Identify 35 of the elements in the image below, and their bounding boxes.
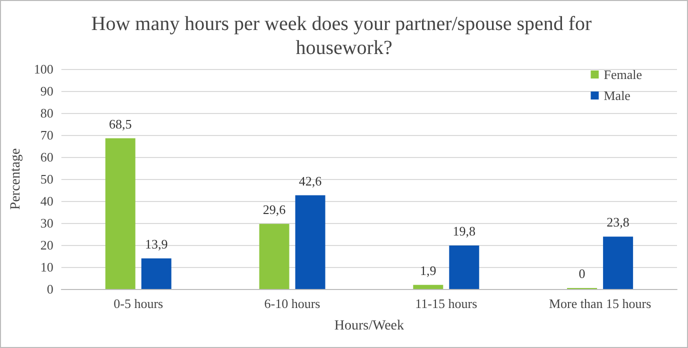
- y-tick-label: 0: [46, 282, 54, 296]
- bar: [413, 284, 444, 289]
- legend-label: Male: [604, 88, 631, 103]
- x-axis-title: Hours/Week: [334, 318, 404, 334]
- y-tick-label: 100: [34, 62, 54, 76]
- y-tick-label: 90: [40, 84, 54, 98]
- data-label: 29,6: [262, 202, 286, 217]
- x-tick-label: More than 15 hours: [548, 296, 652, 311]
- data-label: 0: [578, 266, 586, 281]
- bar: [105, 138, 136, 289]
- bar: [603, 236, 634, 289]
- data-label: 19,8: [452, 223, 476, 238]
- bar: [449, 245, 480, 289]
- data-label: 13,9: [144, 236, 168, 252]
- legend-label: Female: [604, 67, 642, 82]
- y-tick-label: 70: [40, 128, 54, 142]
- y-axis-title: Percentage: [8, 148, 24, 210]
- x-tick-label: 6-10 hours: [264, 296, 320, 311]
- y-tick-label: 60: [40, 150, 54, 164]
- bar: [141, 258, 172, 289]
- chart-title: How many hours per week does your partner/spouse spend for housework?: [91, 13, 597, 59]
- data-label: 68,5: [108, 116, 132, 132]
- bar: [295, 195, 326, 289]
- data-label: 23,8: [606, 214, 630, 230]
- y-tick-label: 80: [40, 106, 54, 120]
- x-tick-label: 0-5 hours: [114, 296, 164, 311]
- y-tick-label: 30: [40, 216, 54, 230]
- x-tick-label: 11-15 hours: [415, 296, 478, 311]
- y-tick-label: 50: [40, 172, 54, 186]
- y-tick-label: 10: [40, 260, 54, 274]
- data-label: 1,9: [420, 262, 436, 278]
- bar: [259, 224, 290, 289]
- y-tick-label: 40: [40, 194, 54, 208]
- data-label: 42,6: [298, 173, 322, 188]
- y-tick-label: 20: [40, 238, 54, 252]
